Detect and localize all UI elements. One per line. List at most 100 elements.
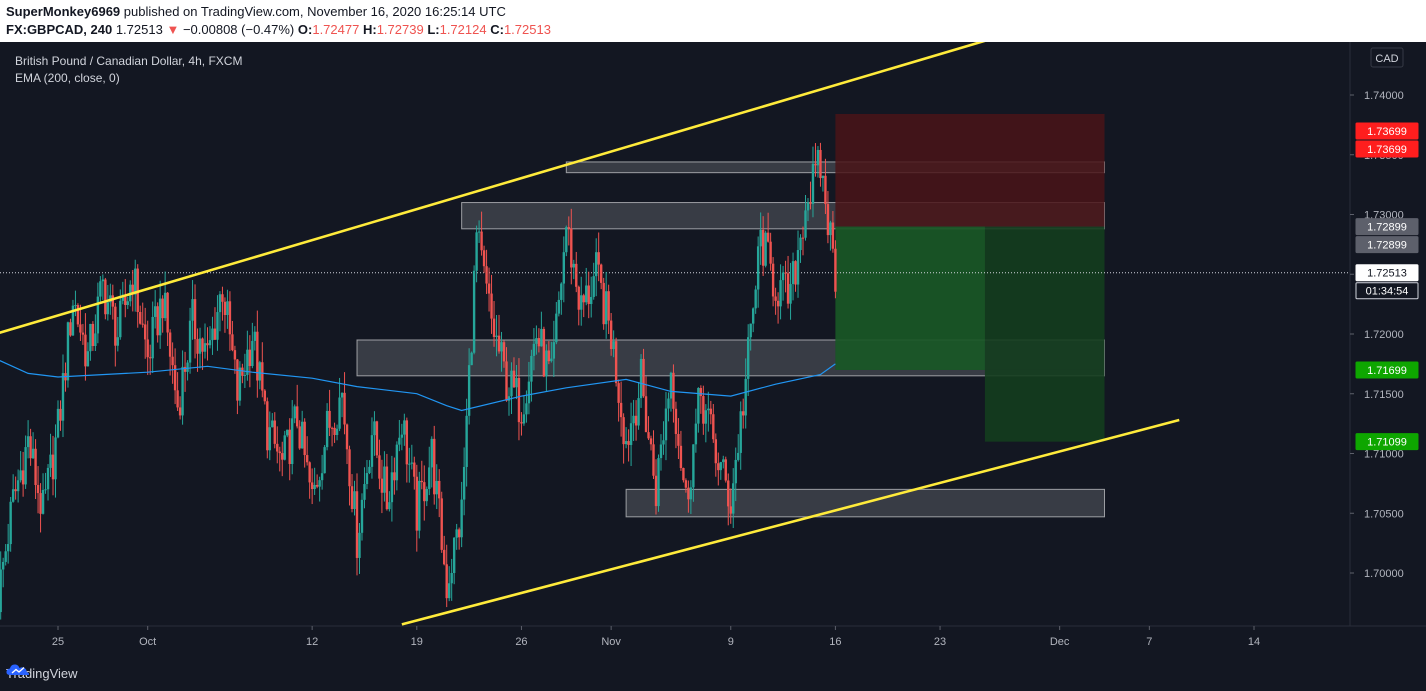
candle-body [722, 459, 725, 463]
candle-body [667, 398, 670, 409]
candle-body [624, 441, 628, 445]
tradingview-logo[interactable]: TradingView [6, 662, 78, 684]
candle-body [577, 286, 580, 310]
price-chart[interactable]: CAD 1.700001.705001.710001.715001.720001… [0, 42, 1426, 691]
candle-body [365, 473, 369, 485]
candle-body [29, 436, 32, 459]
ema-indicator-label[interactable]: EMA (200, close, 0) [15, 71, 120, 85]
candle-body [742, 411, 745, 416]
candle-body [530, 355, 533, 382]
instrument-title[interactable]: British Pound / Canadian Dollar, 4h, FXC… [15, 54, 243, 68]
x-tick-label: 16 [829, 636, 841, 648]
candle-body [333, 427, 336, 435]
trend-layer [0, 42, 1180, 626]
candle-body [59, 408, 62, 421]
candle-body [756, 246, 760, 290]
candle-body [754, 289, 757, 309]
candle-body [505, 361, 508, 401]
candle-body [256, 331, 259, 381]
candle-body [310, 482, 314, 490]
stop-loss-zone[interactable] [835, 113, 1105, 227]
price-tag[interactable] [1355, 218, 1419, 236]
candle-body [261, 362, 264, 391]
target-zone-2[interactable] [984, 369, 1105, 442]
price-tag-label: 1.73699 [1367, 144, 1407, 156]
candle-body [557, 299, 561, 314]
candle-body [49, 454, 52, 468]
candle-body [298, 426, 301, 449]
price-tag[interactable] [1355, 264, 1419, 282]
candle-body [746, 337, 750, 379]
candle-body [345, 424, 349, 450]
candle-body [592, 276, 595, 297]
candle-body [727, 480, 730, 507]
candle-body [697, 388, 700, 424]
trendline-lower[interactable] [401, 418, 1180, 626]
candle-body [632, 415, 635, 424]
ema-200-line[interactable] [0, 353, 836, 412]
x-tick-label: 19 [411, 636, 423, 648]
candle-body [587, 285, 590, 305]
candle-body [781, 272, 785, 281]
price-tag[interactable] [1355, 140, 1419, 158]
chart-area[interactable]: CAD 1.70000 1.70500 1.71000 1.71500 1.72000 1… [0, 42, 1426, 691]
candle-body [535, 338, 538, 344]
candle-body [104, 279, 107, 315]
candle-body [300, 421, 304, 449]
candle-body [445, 564, 448, 599]
candle-body [662, 440, 665, 445]
candle-body [719, 462, 722, 471]
candle-body [597, 252, 600, 265]
candle-body [228, 301, 232, 335]
candle-body [99, 281, 102, 297]
x-tick-label: 26 [515, 636, 527, 648]
candle-body [604, 291, 608, 325]
candle-body [512, 370, 516, 388]
candle-body [565, 227, 568, 253]
trendline-upper[interactable] [0, 42, 1105, 338]
candle-body [328, 410, 331, 428]
price-tag[interactable] [1355, 361, 1419, 379]
x-tick-label: Nov [601, 636, 621, 648]
candle-body [353, 491, 356, 509]
candle-body [400, 434, 404, 438]
currency-button[interactable] [1370, 47, 1404, 68]
target-zone-1[interactable] [835, 226, 1105, 370]
candle-body [161, 298, 164, 319]
x-tick-label: 9 [728, 636, 734, 648]
candle-body [24, 447, 27, 485]
candle-body [141, 323, 144, 325]
candle-body [644, 396, 648, 433]
candle-body [590, 296, 593, 305]
price-tag[interactable] [1355, 122, 1419, 140]
candle-body [106, 302, 110, 315]
candle-body [555, 313, 558, 343]
candle-body [375, 421, 379, 456]
price-tag[interactable] [1355, 433, 1419, 451]
candle-body [288, 429, 291, 465]
price-tag-label: 1.71699 [1367, 365, 1407, 377]
price-change: −0.00808 (−0.47%) [182, 22, 295, 37]
price-tag[interactable] [1355, 282, 1419, 300]
candle-body [821, 175, 825, 179]
candle-body [537, 338, 541, 347]
price-tag[interactable] [1355, 236, 1419, 254]
candle-body [552, 342, 556, 359]
candle-body [221, 294, 224, 302]
x-tick-label: 12 [306, 636, 318, 648]
candle-body [617, 383, 620, 403]
candle-body [627, 441, 630, 445]
author-name[interactable]: SuperMonkey6969 [6, 4, 121, 19]
candle-body [717, 463, 720, 471]
candle-body [0, 569, 2, 613]
candle-body [166, 292, 169, 333]
candle-body [694, 423, 698, 445]
candle-body [744, 378, 747, 416]
candle-body [654, 475, 658, 507]
candle-body [61, 373, 65, 421]
candle-body [732, 483, 735, 514]
candle-body [642, 358, 645, 397]
candle-body [510, 370, 513, 397]
candle-body [739, 411, 742, 453]
candle-body [358, 532, 361, 558]
